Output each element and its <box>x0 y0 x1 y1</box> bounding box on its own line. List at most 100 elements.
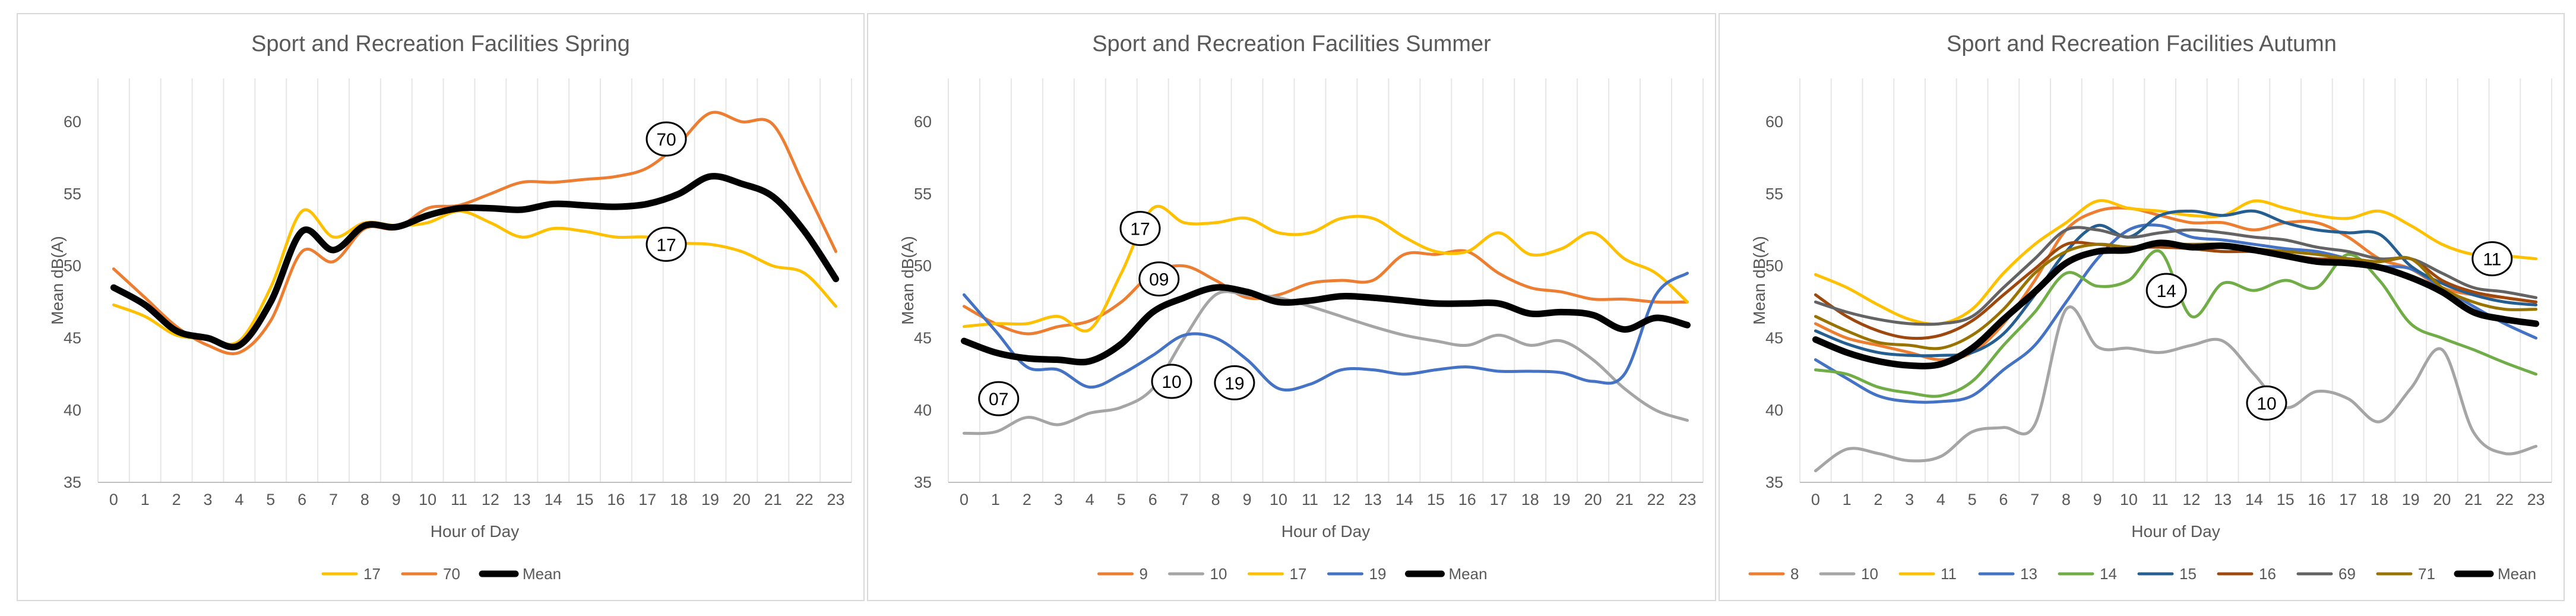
series-line-mean <box>1812 239 2540 369</box>
x-tick-label: 14 <box>2245 491 2263 508</box>
x-tick-label: 22 <box>2496 491 2514 508</box>
svg-text:Mean: Mean <box>1449 565 1488 583</box>
annotation-19: 19 <box>1214 365 1255 400</box>
y-tick-label: 55 <box>1765 185 1783 203</box>
svg-text:10: 10 <box>1162 372 1181 392</box>
x-tick-label: 12 <box>2182 491 2200 508</box>
y-tick-label: 60 <box>64 113 81 131</box>
x-tick-label: 15 <box>576 491 594 508</box>
legend-item-mean: Mean <box>2454 565 2536 583</box>
svg-text:10: 10 <box>1861 565 1878 583</box>
x-tick-label: 1 <box>141 491 150 508</box>
x-tick-label: 1 <box>1843 491 1852 508</box>
legend-item-13: 13 <box>1978 565 2037 583</box>
svg-text:16: 16 <box>2259 565 2276 583</box>
x-tick-label: 23 <box>1678 491 1696 508</box>
x-tick-label: 4 <box>235 491 243 508</box>
svg-text:70: 70 <box>656 130 676 150</box>
x-tick-label: 10 <box>2120 491 2138 508</box>
annotation-07: 07 <box>978 381 1020 416</box>
x-tick-label: 9 <box>2093 491 2102 508</box>
x-tick-label: 17 <box>2339 491 2357 508</box>
y-tick-label: 35 <box>64 473 81 491</box>
x-tick-label: 0 <box>109 491 118 508</box>
legend-item-19: 19 <box>1327 565 1386 583</box>
svg-text:13: 13 <box>2020 565 2037 583</box>
chart-title: Sport and Recreation Facilities Autumn <box>1947 31 2337 56</box>
x-tick-label: 13 <box>1364 491 1382 508</box>
svg-text:8: 8 <box>1790 565 1799 583</box>
x-tick-label: 23 <box>827 491 845 508</box>
legend-item-14: 14 <box>2058 565 2117 583</box>
x-tick-label: 22 <box>796 491 814 508</box>
svg-text:9: 9 <box>1140 565 1148 583</box>
x-tick-label: 12 <box>1333 491 1350 508</box>
y-tick-label: 60 <box>914 113 932 131</box>
y-tick-label: 50 <box>1765 257 1783 275</box>
chart-title: Sport and Recreation Facilities Spring <box>251 31 630 56</box>
legend-item-8: 8 <box>1748 565 1799 583</box>
y-tick-label: 45 <box>914 329 932 347</box>
series-line-9 <box>963 249 1689 336</box>
svg-text:17: 17 <box>363 565 381 583</box>
y-tick-label: 50 <box>64 257 81 275</box>
x-tick-label: 7 <box>2030 491 2039 508</box>
x-tick-label: 23 <box>2527 491 2545 508</box>
x-tick-label: 16 <box>2308 491 2325 508</box>
x-axis-label: Hour of Day <box>1281 522 1370 541</box>
svg-text:71: 71 <box>2418 565 2435 583</box>
y-axis-label: Mean dB(A) <box>898 236 917 324</box>
x-tick-label: 19 <box>1553 491 1571 508</box>
x-tick-label: 4 <box>1086 491 1094 508</box>
series-line-70 <box>112 110 838 355</box>
legend-item-71: 71 <box>2376 565 2435 583</box>
annotation-70: 70 <box>645 121 687 157</box>
legend-item-69: 69 <box>2296 565 2356 583</box>
x-tick-label: 21 <box>1616 491 1634 508</box>
series-line-17 <box>963 204 1689 333</box>
legend-item-17: 17 <box>321 565 381 583</box>
x-tick-label: 15 <box>2277 491 2295 508</box>
x-tick-label: 22 <box>1647 491 1665 508</box>
svg-text:70: 70 <box>443 565 460 583</box>
chart-svg-autumn: Sport and Recreation Facilities Autumn 35… <box>1748 31 2552 583</box>
x-tick-label: 11 <box>1302 491 1318 508</box>
x-tick-label: 8 <box>360 491 369 508</box>
x-tick-label: 20 <box>1584 491 1602 508</box>
y-tick-label: 45 <box>64 329 81 347</box>
chart-svg-summer: Sport and Recreation Facilities Summer35… <box>898 31 1704 583</box>
x-tick-label: 6 <box>1999 491 2008 508</box>
y-tick-label: 35 <box>1765 473 1783 491</box>
x-tick-label: 2 <box>1874 491 1882 508</box>
annotation-10: 10 <box>2246 385 2287 421</box>
svg-text:69: 69 <box>2338 565 2356 583</box>
x-tick-label: 19 <box>701 491 719 508</box>
x-tick-label: 2 <box>1023 491 1031 508</box>
x-axis-label: Hour of Day <box>2131 522 2220 541</box>
chart-panel-summer: Sport and Recreation Facilities Summer 35… <box>867 13 1716 601</box>
x-tick-label: 7 <box>329 491 338 508</box>
svg-text:17: 17 <box>656 235 676 255</box>
x-tick-label: 7 <box>1180 491 1189 508</box>
svg-text:17: 17 <box>1130 220 1150 239</box>
x-tick-label: 18 <box>2371 491 2388 508</box>
x-tick-label: 18 <box>1521 491 1539 508</box>
svg-text:14: 14 <box>2100 565 2117 583</box>
x-tick-label: 2 <box>172 491 181 508</box>
x-tick-label: 3 <box>204 491 213 508</box>
svg-text:07: 07 <box>989 390 1008 409</box>
svg-text:09: 09 <box>1149 270 1169 290</box>
x-tick-label: 10 <box>1270 491 1287 508</box>
x-tick-label: 20 <box>2433 491 2451 508</box>
x-tick-label: 3 <box>1054 491 1063 508</box>
x-tick-label: 6 <box>1148 491 1157 508</box>
x-tick-label: 5 <box>266 491 275 508</box>
x-tick-label: 8 <box>1211 491 1220 508</box>
x-tick-label: 9 <box>1243 491 1252 508</box>
x-tick-label: 10 <box>419 491 436 508</box>
svg-text:Mean: Mean <box>2498 565 2536 583</box>
legend-item-17: 17 <box>1248 565 1306 583</box>
series-line-10 <box>1814 305 2538 473</box>
svg-text:19: 19 <box>1224 374 1244 393</box>
series-line-19 <box>963 271 1689 392</box>
